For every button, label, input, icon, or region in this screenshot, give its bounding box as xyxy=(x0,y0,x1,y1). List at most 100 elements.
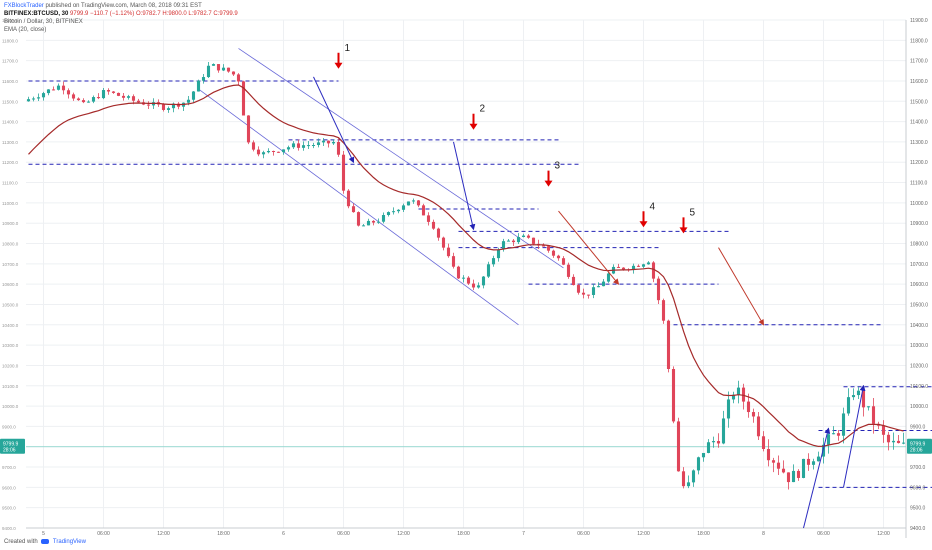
marker-arrow-head-3 xyxy=(639,221,648,228)
candle-body-12 xyxy=(86,101,91,103)
y-tick-label-10: 10400.0 xyxy=(910,323,928,329)
last-price-value-left: 9799.9 xyxy=(3,442,19,448)
y-tick-label-2: 9600.0 xyxy=(910,485,926,491)
candle-body-18 xyxy=(116,92,121,96)
y-tick-label-9: 10300.0 xyxy=(910,343,928,349)
candle-body-89 xyxy=(471,283,476,288)
candle-body-95 xyxy=(501,241,506,250)
candle-body-46 xyxy=(256,149,261,155)
tradingview-brand[interactable]: TradingView xyxy=(52,539,86,546)
candle-body-152 xyxy=(786,472,791,483)
author-name[interactable]: FXBlockTrader xyxy=(4,3,44,9)
candle-body-20 xyxy=(126,96,131,98)
x-tick-label-9: 06:00 xyxy=(577,531,590,537)
candle-body-29 xyxy=(171,103,176,109)
y-tick-label-left-23: 11700.0 xyxy=(2,59,18,64)
x-tick-label-5: 06:00 xyxy=(337,531,350,537)
trend-arrow-3 xyxy=(718,247,765,326)
candle-body-85 xyxy=(451,256,456,267)
y-tick-label-left-14: 10800.0 xyxy=(2,242,19,247)
candle-body-63 xyxy=(341,154,346,191)
x-tick-label-3: 18:00 xyxy=(217,531,230,537)
trend-arrows xyxy=(313,76,866,529)
candle-body-139 xyxy=(721,418,726,444)
candle-body-73 xyxy=(391,211,396,213)
candle-body-157 xyxy=(811,461,816,465)
candle-body-137 xyxy=(711,441,716,443)
ema-line xyxy=(28,84,904,448)
candle-body-70 xyxy=(376,221,381,223)
candle-body-54 xyxy=(296,143,301,148)
candle-body-143 xyxy=(741,387,746,402)
candle-body-80 xyxy=(426,215,431,222)
y-tick-label-left-17: 11100.0 xyxy=(2,181,18,186)
candle-body-161 xyxy=(831,433,836,435)
y-tick-label-20: 11400.0 xyxy=(910,120,928,126)
indicator-label[interactable]: EMA (20, close) xyxy=(4,27,47,33)
candle-body-100 xyxy=(526,235,531,238)
candle-body-66 xyxy=(356,212,361,226)
y-tick-label-23: 11700.0 xyxy=(910,59,928,65)
candle-body-174 xyxy=(896,440,901,444)
last-price-value-right: 9799.9 xyxy=(910,442,926,448)
candle-body-154 xyxy=(796,470,801,478)
ema-20-line xyxy=(28,84,904,448)
candle-body-163 xyxy=(841,413,846,436)
candle-body-124 xyxy=(646,262,651,265)
time-axis: 5 06:00 12:00 18:00 6 06:00 12:00 18:00 7 06:00 12… xyxy=(42,531,890,537)
candle-body-122 xyxy=(636,265,641,267)
candle-body-110 xyxy=(576,285,581,293)
x-tick-label-2: 12:00 xyxy=(157,531,170,537)
candle-body-16 xyxy=(106,90,111,92)
candle-body-135 xyxy=(701,452,706,458)
published-text: published on TradingView.com, March 08, … xyxy=(45,3,202,9)
candle-body-78 xyxy=(416,200,421,206)
candle-body-24 xyxy=(146,104,151,106)
candle-body-27 xyxy=(161,104,166,110)
y-tick-label-11: 10500.0 xyxy=(910,302,928,308)
y-tick-label-left-9: 10300.0 xyxy=(2,343,19,348)
candle-body-64 xyxy=(346,190,351,207)
candle-body-14 xyxy=(96,97,101,99)
candle-body-61 xyxy=(331,141,336,144)
candle-body-172 xyxy=(886,434,891,443)
candle-body-50 xyxy=(276,151,281,153)
candle-body-41 xyxy=(231,71,236,75)
candle-body-84 xyxy=(446,247,451,257)
candle-body-155 xyxy=(801,458,806,478)
y-tick-label-17: 11100.0 xyxy=(910,181,928,187)
candle-body-104 xyxy=(546,246,551,251)
candle-body-38 xyxy=(216,64,221,71)
last-value: 9799.9 xyxy=(70,11,89,17)
candle-body-43 xyxy=(241,81,246,116)
channel-lower-line xyxy=(198,88,519,326)
candle-body-48 xyxy=(266,150,271,153)
candle-body-175 xyxy=(901,442,906,444)
candle-body-67 xyxy=(361,225,366,227)
candle-body-142 xyxy=(736,387,741,395)
y-tick-label-left-25: 11900.0 xyxy=(2,18,18,23)
candle-body-47 xyxy=(261,152,266,155)
y-tick-label-8: 10200.0 xyxy=(910,363,928,369)
candle-body-114 xyxy=(596,286,601,288)
candle-body-83 xyxy=(441,237,446,248)
y-tick-label-left-21: 11500.0 xyxy=(2,99,18,104)
marker-label-4: 5 xyxy=(690,207,696,218)
last-price-countdown-left: 28:06 xyxy=(3,448,16,454)
candle-body-140 xyxy=(726,399,731,419)
y-tick-label-19: 11300.0 xyxy=(910,140,928,146)
candle-body-156 xyxy=(806,458,811,465)
candle-body-151 xyxy=(781,468,786,473)
symbol-line[interactable]: BITFINEX:BTCUSD, 30 xyxy=(4,11,69,17)
candle-body-148 xyxy=(766,448,771,461)
candle-body-149 xyxy=(771,460,776,463)
y-tick-label-24: 11800.0 xyxy=(910,38,928,44)
x-tick-label-14: 12:00 xyxy=(877,531,890,537)
candle-body-11 xyxy=(81,100,86,103)
candle-body-74 xyxy=(396,209,401,212)
x-tick-label-8: 7 xyxy=(522,531,525,537)
candle-body-51 xyxy=(281,149,286,153)
candle-body-45 xyxy=(251,142,256,150)
candle-body-146 xyxy=(756,416,761,437)
